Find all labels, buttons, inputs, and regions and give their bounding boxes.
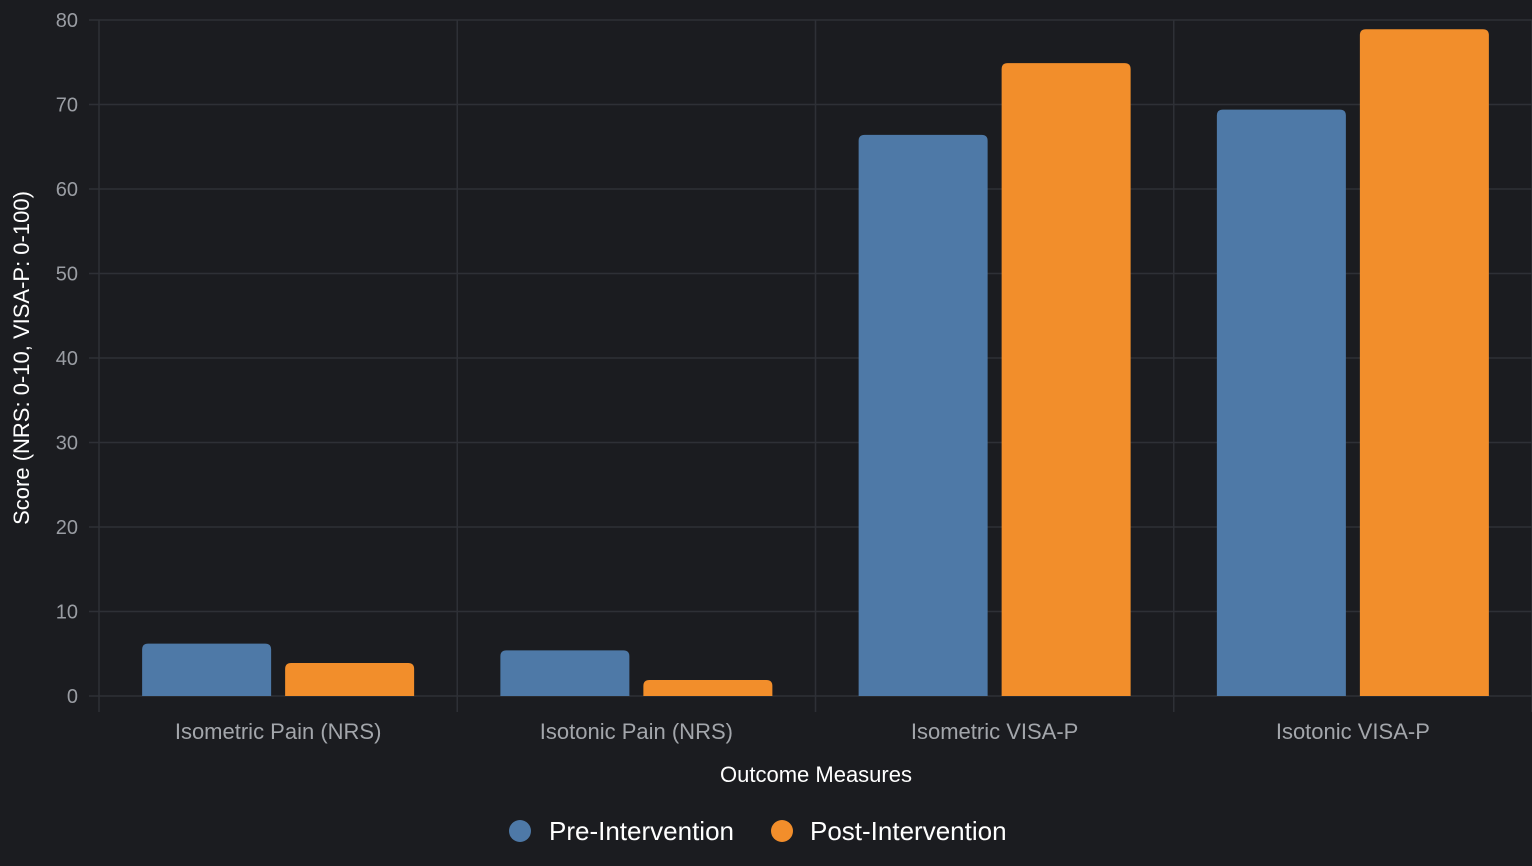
y-tick-label: 40 bbox=[56, 348, 78, 370]
bar-post-1 bbox=[285, 663, 415, 696]
y-tick-label: 70 bbox=[56, 95, 78, 117]
x-tick-label: Isotonic VISA-P bbox=[1276, 719, 1430, 744]
x-tick-label: Isotonic Pain (NRS) bbox=[540, 719, 733, 744]
y-axis-title: Score (NRS: 0-10, VISA-P: 0-100) bbox=[9, 191, 34, 525]
y-tick-label: 30 bbox=[56, 433, 78, 455]
y-tick-label: 20 bbox=[56, 517, 78, 539]
legend-label-pre: Pre-Intervention bbox=[549, 816, 734, 846]
bar-post-2 bbox=[643, 679, 773, 696]
legend-marker-post bbox=[771, 820, 793, 842]
x-axis-ticks: Isometric Pain (NRS) Isotonic Pain (NRS) I… bbox=[175, 719, 1430, 744]
legend-label-post: Post-Intervention bbox=[810, 816, 1007, 846]
bar-post-3 bbox=[1001, 63, 1131, 697]
bars bbox=[142, 29, 1489, 697]
bar-pre-4 bbox=[1216, 109, 1346, 696]
bar-pre-1 bbox=[142, 643, 272, 696]
legend-marker-pre bbox=[509, 820, 531, 842]
bar-pre-3 bbox=[858, 134, 988, 697]
y-tick-label: 80 bbox=[56, 10, 78, 32]
x-tick-label: Isometric VISA-P bbox=[911, 719, 1078, 744]
bar-pre-2 bbox=[500, 650, 630, 696]
y-tick-label: 10 bbox=[56, 602, 78, 624]
y-tick-label: 50 bbox=[56, 264, 78, 286]
y-axis-ticks: 0 10 20 30 40 50 60 70 80 bbox=[56, 10, 78, 708]
x-axis-title: Outcome Measures bbox=[720, 762, 912, 787]
legend: Pre-Intervention Post-Intervention bbox=[509, 816, 1007, 846]
grid bbox=[89, 19, 1532, 712]
bar-post-4 bbox=[1359, 29, 1489, 697]
x-tick-label: Isometric Pain (NRS) bbox=[175, 719, 382, 744]
y-tick-label: 0 bbox=[67, 686, 78, 708]
y-tick-label: 60 bbox=[56, 179, 78, 201]
